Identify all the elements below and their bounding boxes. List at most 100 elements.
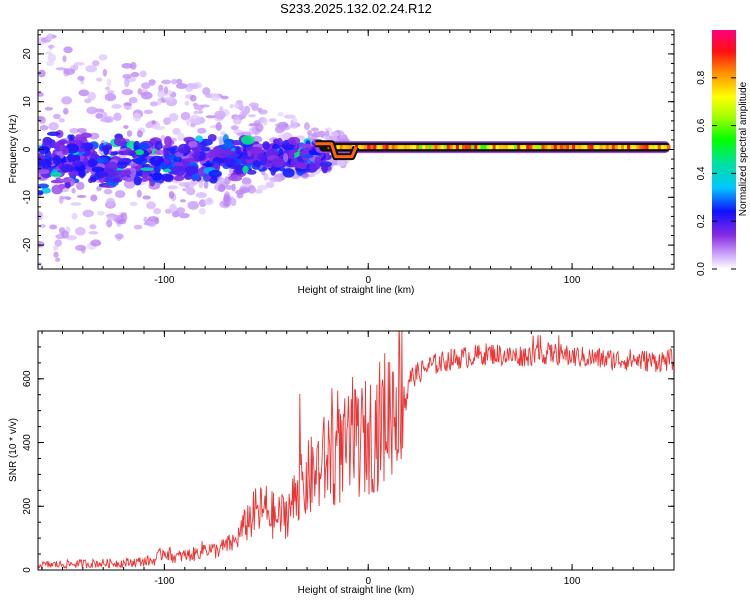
- spectral-noise-blob: [130, 71, 140, 78]
- spectral-noise-blob: [157, 90, 166, 98]
- spectral-noise-blob: [47, 44, 55, 49]
- spectral-peak-blob: [126, 147, 132, 152]
- spectral-noise-blob: [133, 224, 143, 230]
- spectral-noise-blob: [163, 96, 176, 101]
- spectral-peak-blob: [166, 147, 177, 152]
- spectral-noise-blob: [130, 61, 137, 70]
- signal-line-segment: [474, 145, 478, 150]
- signal-line-segment: [413, 145, 417, 150]
- spectral-noise-blob: [106, 197, 116, 207]
- spectral-noise-blob: [87, 91, 96, 101]
- signal-line-segment: [529, 145, 533, 150]
- spectral-noise-blob: [193, 104, 204, 111]
- spectral-noise-blob: [215, 122, 222, 131]
- spectral-noise-blob: [129, 201, 138, 207]
- colorbar-label: Normalized spectral amplitude: [738, 81, 749, 216]
- spectral-peak-blob: [112, 177, 123, 183]
- spectral-noise-blob: [278, 134, 287, 139]
- spectral-peak-blob: [140, 177, 149, 182]
- spectral-noise-blob: [62, 55, 67, 63]
- spectral-noise-blob: [114, 190, 126, 199]
- spectral-noise-blob: [39, 125, 49, 131]
- colorbar-gradient: [712, 30, 736, 269]
- spectral-noise-blob: [198, 180, 204, 189]
- y-tick-label: 200: [22, 497, 33, 514]
- spectral-peak-blob: [194, 155, 200, 163]
- spectral-peak-blob: [96, 171, 109, 179]
- signal-line-segment: [605, 145, 610, 150]
- signal-line-segment: [443, 145, 448, 150]
- spectral-peak-blob: [109, 151, 119, 156]
- spectral-noise-blob: [254, 189, 263, 194]
- spectral-peak-blob: [271, 157, 285, 168]
- spectral-noise-blob: [154, 218, 160, 225]
- spectral-peak-blob: [173, 175, 185, 182]
- spectral-noise-blob: [180, 111, 191, 121]
- spectral-noise-blob: [202, 87, 211, 96]
- signal-line-segment: [572, 145, 576, 150]
- spectral-peak-blob: [153, 149, 167, 156]
- signal-line-segment: [526, 145, 530, 150]
- signal-line-segment: [584, 145, 588, 150]
- spectral-noise-blob: [53, 251, 59, 258]
- signal-line-segment: [358, 145, 362, 150]
- spectral-noise-blob: [175, 82, 188, 89]
- snr-axes: -100 0 100 0 200 400 600: [22, 330, 675, 587]
- spectral-peak-blob: [293, 142, 300, 151]
- spectral-noise-blob: [336, 159, 346, 167]
- signal-line-segment: [446, 145, 451, 150]
- spectral-noise-blob: [63, 68, 75, 76]
- spectral-noise-blob: [248, 102, 259, 108]
- spectral-peak-blob: [159, 162, 168, 170]
- signal-line-segment: [593, 145, 598, 150]
- signal-line-segment: [547, 145, 552, 150]
- signal-line-segment: [394, 145, 399, 150]
- spectral-peak-blob: [257, 153, 266, 161]
- spectral-noise-blob: [168, 190, 175, 199]
- signal-line-segment: [611, 145, 616, 150]
- signal-line-segment: [376, 145, 380, 150]
- signal-line-segment: [621, 145, 625, 150]
- spectral-peak-blob: [223, 141, 235, 149]
- snr-plot-area: [38, 331, 674, 569]
- spectral-noise-blob: [59, 196, 71, 200]
- spectral-noise-blob: [175, 207, 186, 214]
- signal-line-segment: [599, 145, 604, 150]
- spectral-noise-blob: [113, 112, 122, 121]
- spectral-noise-blob: [142, 195, 151, 200]
- spectral-noise-blob: [289, 122, 299, 129]
- spectral-noise-blob: [106, 78, 112, 87]
- spectral-noise-blob: [186, 187, 196, 196]
- spectral-peak-blob: [138, 142, 150, 150]
- spectral-peak-blob: [221, 153, 228, 158]
- signal-line-segment: [471, 145, 475, 150]
- snr-series-line: [38, 331, 674, 569]
- spectral-noise-blob: [38, 211, 44, 220]
- spectral-noise-blob: [224, 185, 234, 190]
- signal-line-segment: [416, 145, 420, 150]
- spectral-noise-blob: [121, 63, 133, 69]
- spectral-noise-blob: [198, 110, 203, 114]
- spectral-noise-blob: [63, 107, 69, 115]
- spectral-peak-blob: [101, 145, 113, 151]
- colorbar-axes: 0.0 0.2 0.4 0.6 0.8: [696, 70, 736, 276]
- signal-line-segment: [348, 145, 353, 150]
- y-tick-label: 600: [22, 370, 33, 387]
- spectral-noise-blob: [186, 82, 199, 88]
- spectral-noise-blob: [315, 132, 323, 137]
- signal-line-segment: [462, 145, 466, 150]
- spectral-noise-blob: [45, 51, 52, 55]
- spectral-peak-blob: [61, 146, 70, 156]
- spectral-peak-blob: [113, 136, 126, 147]
- spectral-peak-blob: [207, 134, 217, 142]
- spectral-noise-blob: [160, 135, 166, 141]
- signal-line-segment: [666, 145, 671, 150]
- signal-line-segment: [364, 145, 368, 150]
- signal-line-segment: [400, 145, 405, 150]
- signal-line-segment: [468, 145, 472, 150]
- signal-line-segment: [477, 145, 481, 150]
- spectral-noise-blob: [121, 88, 134, 96]
- spectral-peak-blob: [55, 177, 62, 184]
- spectral-noise-blob: [307, 129, 313, 136]
